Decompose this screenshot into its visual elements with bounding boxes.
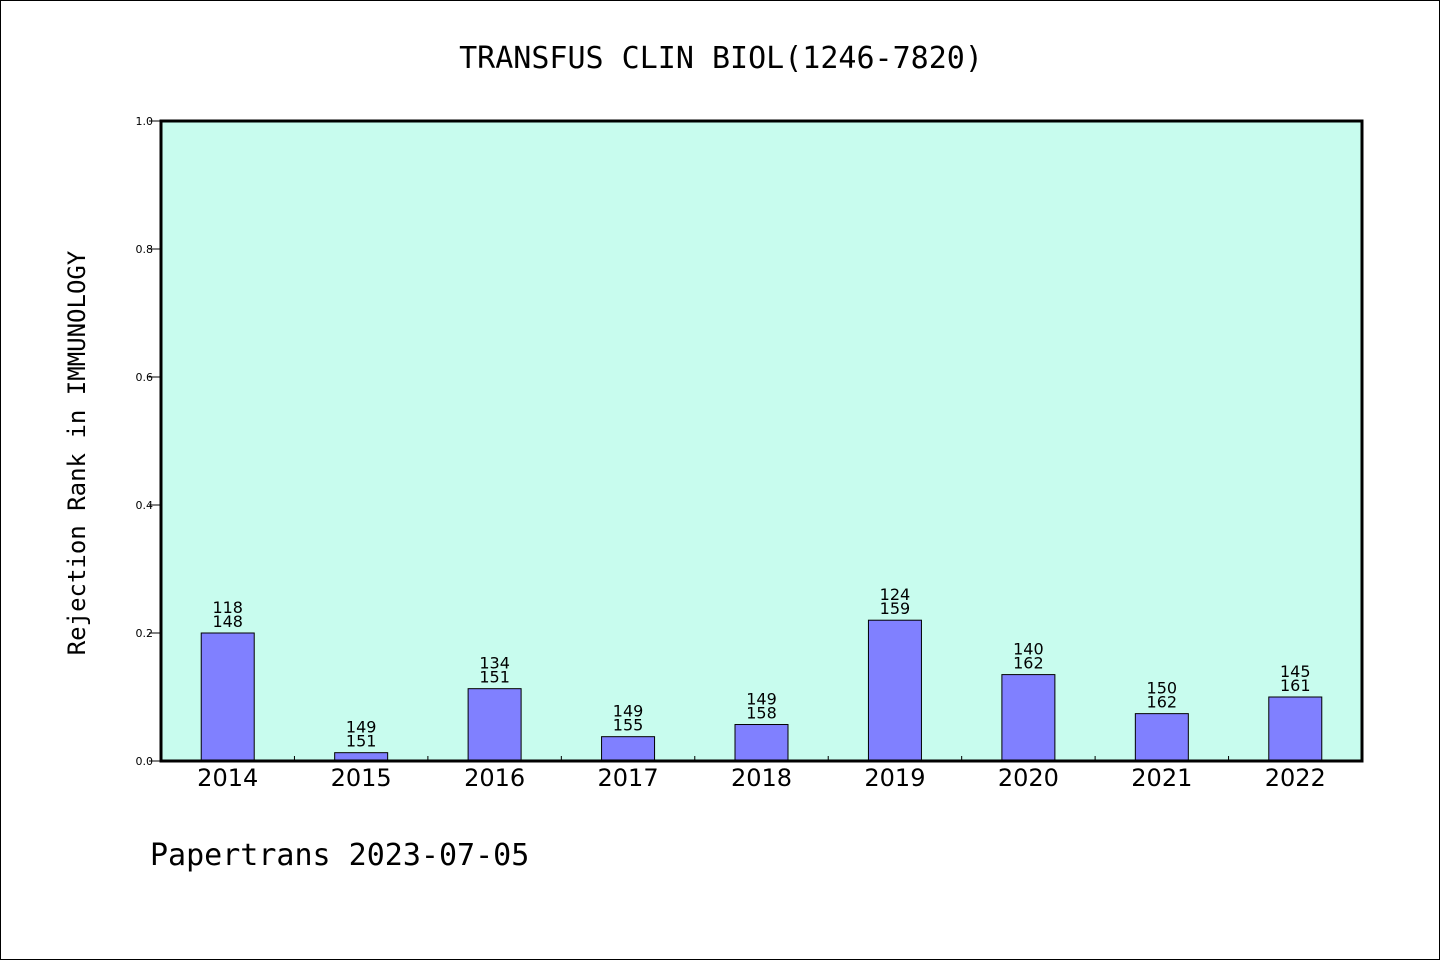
bar-label-top: 150 — [1147, 679, 1178, 698]
x-category-label: 2015 — [331, 764, 392, 792]
bar-labels: 1181481491511341511491551491581241591401… — [212, 585, 1310, 750]
bar-label-bottom: 159 — [880, 599, 911, 618]
bar-label-bottom: 162 — [1013, 654, 1044, 673]
bar-label-top: 149 — [746, 690, 777, 709]
bar-label-bottom: 148 — [212, 612, 243, 631]
bar-label-top: 124 — [880, 585, 911, 604]
x-category-label: 2019 — [864, 764, 925, 792]
y-tick-label: 0.2 — [136, 627, 154, 640]
bars — [200, 619, 1323, 762]
y-tick-label: 1.0 — [136, 115, 154, 128]
bar-label-bottom: 155 — [613, 716, 644, 735]
plot-area — [161, 121, 1362, 761]
bar-2021 — [1134, 713, 1189, 762]
bar-2018 — [734, 724, 789, 762]
y-axis-label: Rejection Rank in IMMUNOLOGY — [63, 250, 91, 655]
x-axis-categories: 2014 2015 2016 2017 2018 2019 2020 2021 2022 — [197, 756, 1326, 792]
footer-date: Papertrans 2023-07-05 — [150, 838, 529, 873]
x-category-label: 2016 — [464, 764, 525, 792]
bar-label-top: 140 — [1013, 640, 1044, 659]
bar-2016 — [467, 688, 522, 762]
plot-border — [159, 119, 1364, 763]
bar-label-top: 149 — [346, 718, 377, 737]
x-category-label: 2022 — [1265, 764, 1326, 792]
x-category-label: 2020 — [998, 764, 1059, 792]
y-tick-label: 0.8 — [136, 243, 154, 256]
bar-label-top: 149 — [613, 702, 644, 721]
x-category-label: 2018 — [731, 764, 792, 792]
y-tick-label: 0.6 — [136, 371, 154, 384]
bar-label-bottom: 161 — [1280, 676, 1311, 695]
bar-label-top: 145 — [1280, 662, 1311, 681]
x-category-label: 2017 — [598, 764, 659, 792]
bar-label-top: 118 — [212, 598, 243, 617]
bar-label-bottom: 151 — [346, 732, 377, 751]
bar-label-bottom: 151 — [479, 668, 510, 687]
y-tick-label: 0.0 — [136, 755, 154, 768]
bar-label-bottom: 162 — [1147, 693, 1178, 712]
bar-2020 — [1001, 674, 1056, 762]
bar-label-bottom: 158 — [746, 704, 777, 723]
x-category-label: 2014 — [197, 764, 258, 792]
y-axis-ticks: 0.0 0.2 0.4 0.6 0.8 1.0 — [136, 115, 161, 768]
x-category-label: 2021 — [1131, 764, 1192, 792]
bar-2014 — [200, 632, 255, 762]
chart-title: TRANSFUS CLIN BIOL(1246-7820) — [459, 41, 983, 76]
bar-2017 — [601, 736, 656, 762]
y-tick-label: 0.4 — [136, 499, 154, 512]
bar-2022 — [1268, 696, 1323, 762]
bar-2019 — [867, 619, 922, 762]
bar-label-top: 134 — [479, 654, 510, 673]
